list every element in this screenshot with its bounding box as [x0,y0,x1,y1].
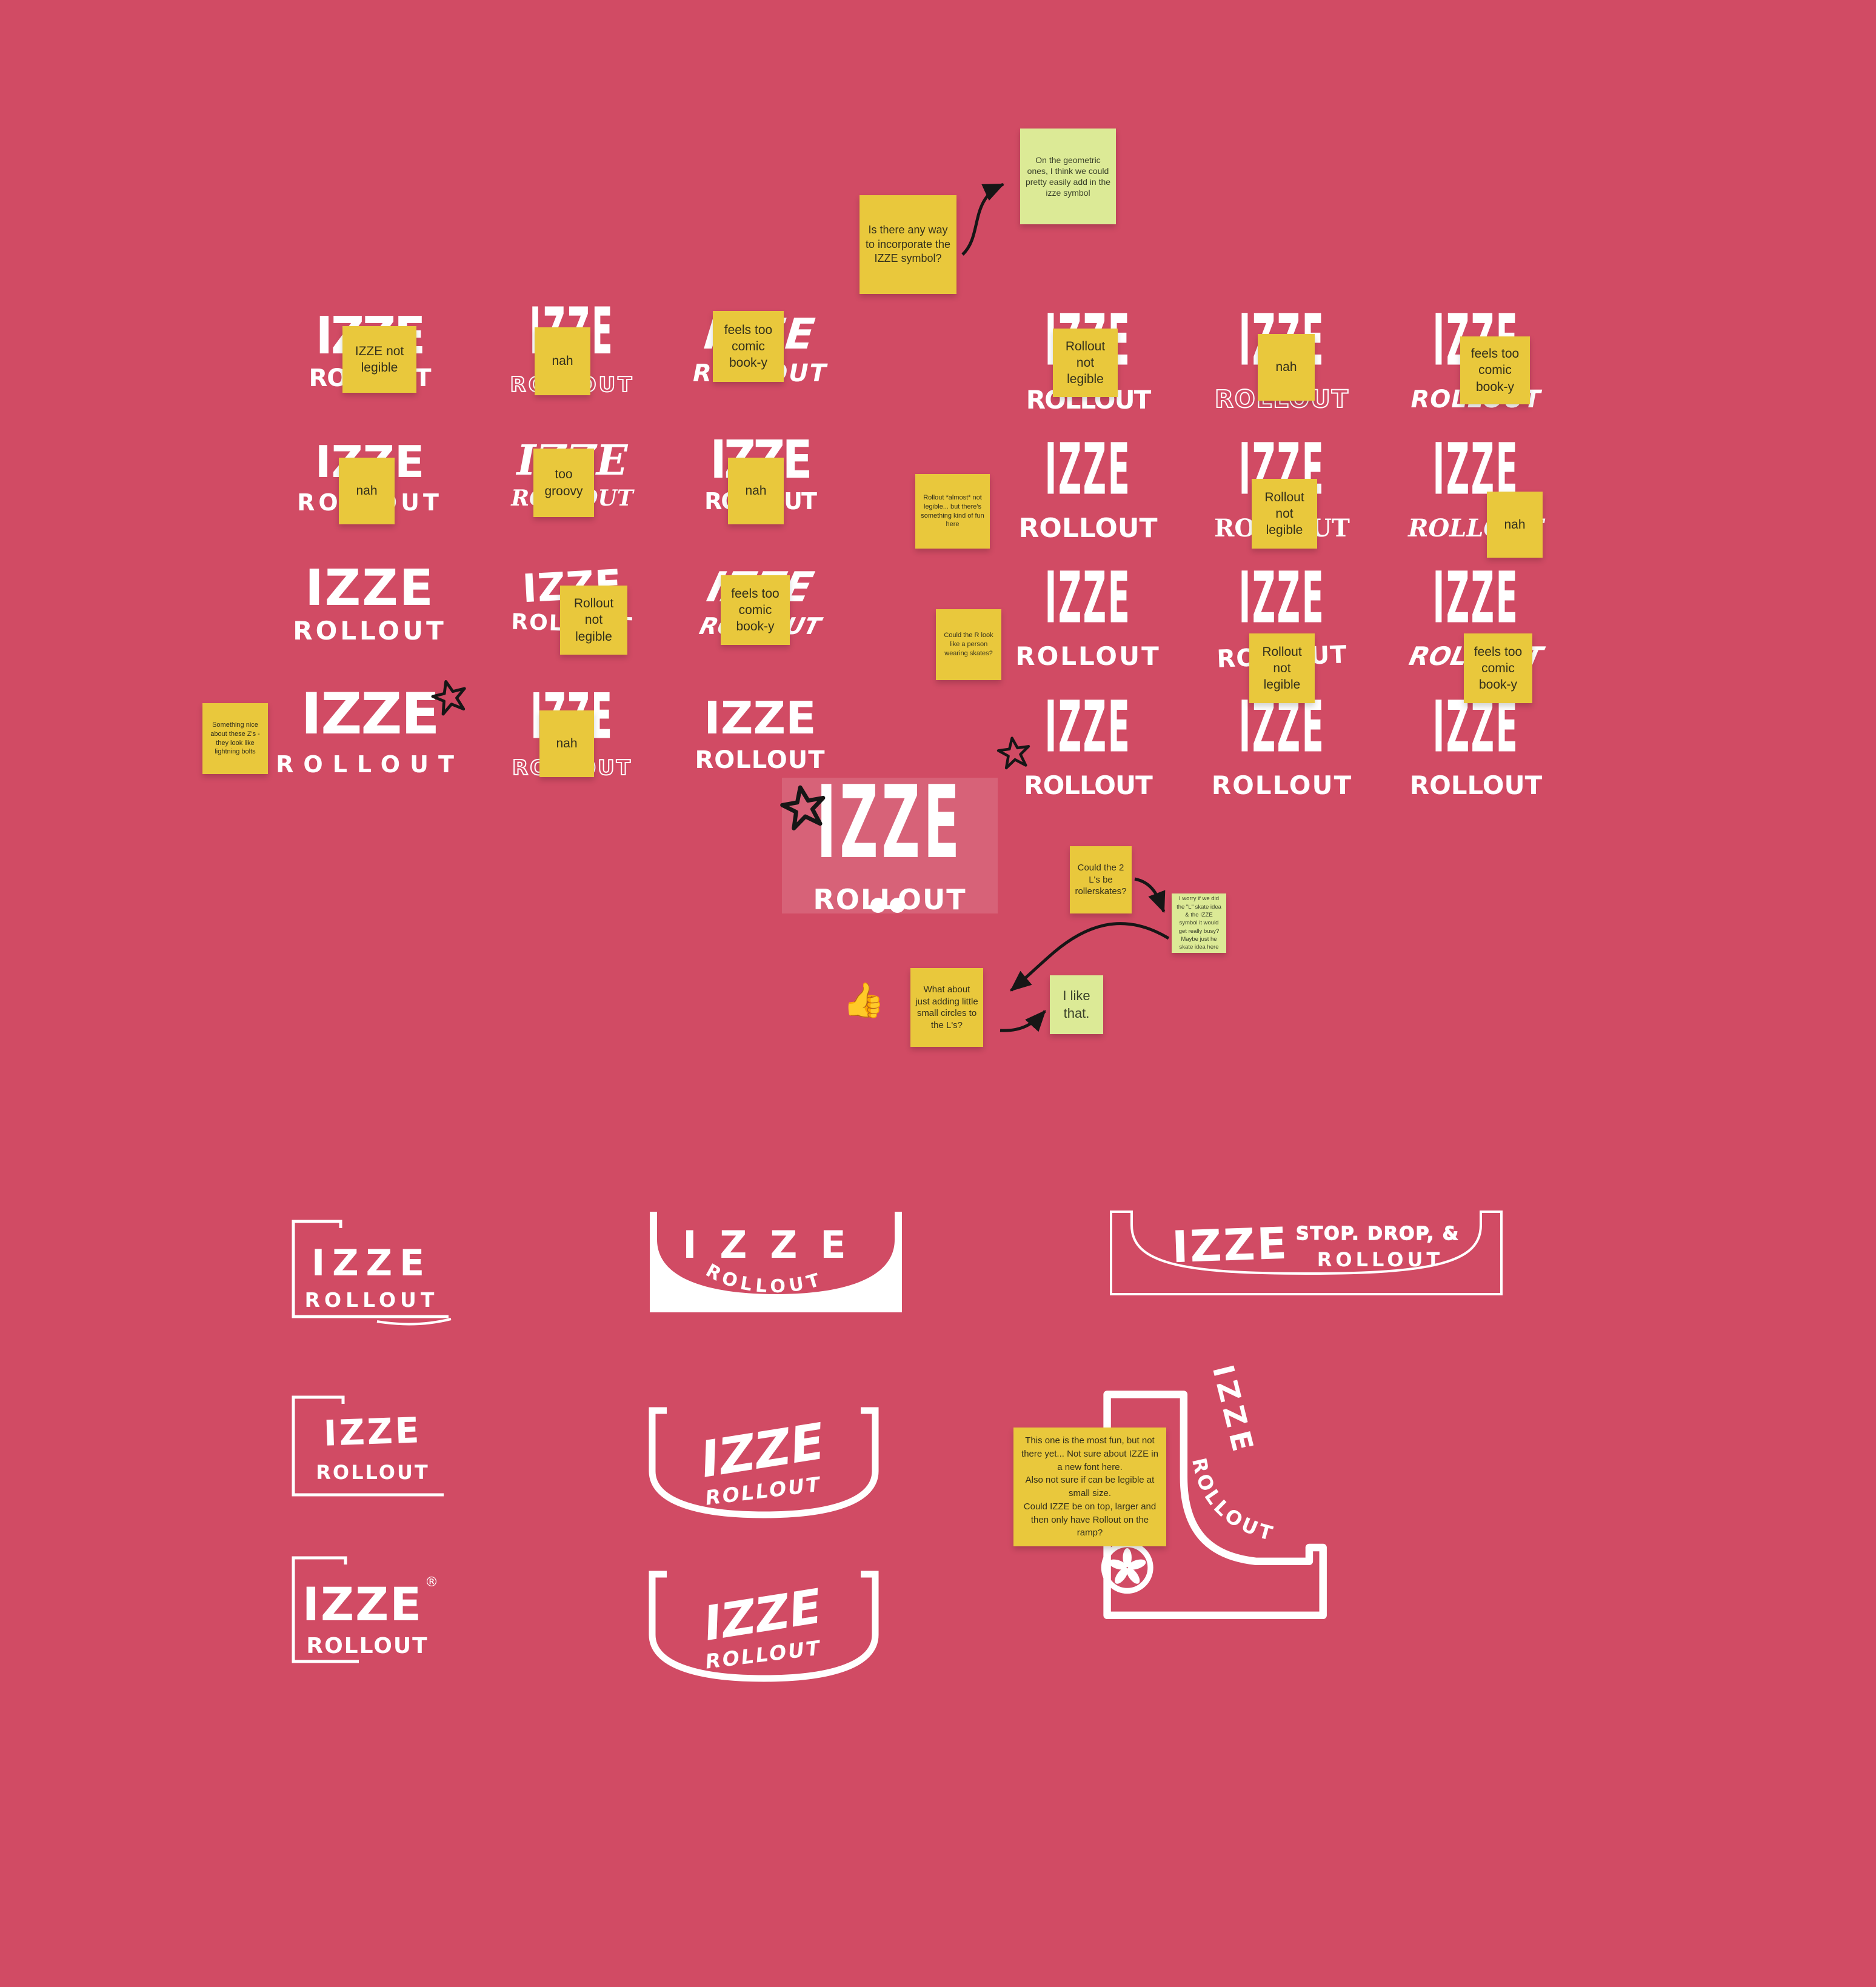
logo-lockup-ramp-italic[interactable]: IZZE ROLLOUT [643,1403,885,1524]
sticky-note[interactable]: What about just adding little small circ… [910,968,983,1047]
logo-lockup-halfpipe-deco[interactable]: IZZE ROLLOUT [643,1203,909,1324]
izze-flower-icon [1109,1548,1146,1584]
logo-concept-tall-rounded[interactable]: IZZE ROLLOUT [997,557,1179,671]
logo-izze-text: IZZE [1238,686,1326,769]
sticky-note[interactable]: Rollout not legible [560,586,627,655]
logo-concept-tall-slab[interactable]: IZZE ROLLOUT [997,435,1179,542]
star-doodle-icon[interactable] [996,735,1031,771]
logo-izze-text: IZZE [302,1577,422,1631]
logo-izze-text: IZZE [1432,557,1520,640]
logo-lockup-skate-boot[interactable]: IZZE ROLLOUT [1100,1352,1343,1620]
logo-concept-tall-wavy[interactable]: IZZE ROLLOUT [1191,557,1373,673]
logo-concept-heavy[interactable]: IZZE ROLLOUT [279,564,461,644]
logo-rollout-text: ROLLOUT [293,616,447,646]
logo-izze-text: IZZE [704,692,816,744]
sticky-note[interactable]: I like that. [1050,975,1103,1034]
logo-izze-text: IZZE [1432,686,1520,769]
sticky-note[interactable]: IZZE not legible [342,326,416,393]
logo-rollout-text: ROLLOUT [1024,770,1153,800]
logo-izze-text: IZZE [305,559,435,617]
logo-izze-text: IZZE [683,1223,869,1267]
logo-concept-tall-bubble-2[interactable]: IZZE ROLLOUT [997,686,1179,800]
sticky-note[interactable]: too groovy [533,449,594,517]
registered-mark: ® [425,1575,438,1590]
logo-izze-text: IZZE [1206,1362,1260,1460]
logo-izze-text: IZZE [1044,686,1132,769]
sticky-note[interactable]: Rollout not legible [1053,329,1118,397]
logo-izze-text: IZZE [816,764,963,881]
arrow-rollerskates-to-worry[interactable] [1134,877,1166,913]
logo-izze-text: IZZE [301,681,440,747]
logo-lockup-stop-drop-rollout[interactable]: IZZE STOP. DROP, & ROLLOUT [1106,1203,1506,1303]
wheel-dot [890,898,905,913]
logo-rollout-text: ROLLOUT [276,751,464,778]
logo-concept-tall-speed[interactable]: IZZE ROLLOUT [1385,557,1567,671]
sticky-note-top-question[interactable]: Is there any way to incorporate the IZZE… [860,195,956,294]
star-doodle-icon[interactable] [780,783,827,832]
logo-tagline-text: STOP. DROP, & [1296,1223,1460,1244]
sticky-note[interactable]: feels too comic book-y [713,311,784,382]
logo-concept-favorite[interactable]: IZZE ROLLOUT [782,773,998,916]
logo-rollout-text: ROLLOUT [1211,770,1353,800]
logo-lockup-deco-frame[interactable]: IZZE ROLLOUT [285,1212,458,1334]
sticky-note[interactable]: nah [535,327,590,395]
logo-rollout-text: ROLLOUT [1015,641,1161,671]
sticky-note[interactable]: Rollout *almost* not legible... but ther… [915,474,990,549]
logo-rollout-text: ROLLOUT [316,1461,430,1484]
sticky-note[interactable]: Could the 2 L's be rollerskates? [1070,846,1132,913]
logo-izze-text: IZZE [323,1409,422,1454]
logo-izze-text: IZZE [1044,429,1132,512]
logo-concept-tall-bubbly-t[interactable]: IZZE ROLLOUT [1385,686,1567,800]
wheel-dot [870,898,886,913]
logo-lockup-quirky-frame[interactable]: IZZE ROLLOUT [285,1388,458,1503]
logo-rollout-text: ROLLOUT [305,1288,439,1312]
sticky-note[interactable]: nah [539,710,594,777]
sticky-note[interactable]: nah [339,458,395,524]
sticky-note[interactable]: Rollout not legible [1249,633,1315,703]
logo-rollout-text: ROLLOUT [1409,770,1543,800]
logo-rollout-text: ROLLOUT [813,883,967,916]
arrow-question-to-answer[interactable] [961,182,1005,256]
logo-lockup-ramp-italic-2[interactable]: IZZE ROLLOUT [643,1567,885,1688]
logo-rollout-text: ROLLOUT [1018,513,1158,544]
sticky-note[interactable]: feels too comic book-y [721,575,790,645]
logo-izze-text: IZZE [312,1242,432,1284]
logo-izze-text: IZZE [1171,1218,1289,1273]
arrow-whatabout-to-ilikethat[interactable] [1000,1010,1046,1032]
logo-concept-bubbly[interactable]: IZZE ROLLOUT [669,696,851,772]
sticky-note[interactable]: Rollout not legible [1252,479,1317,549]
logo-rollout-text: ROLLOUT [695,746,826,774]
sticky-note[interactable]: I worry if we did the "L" skate idea & t… [1172,893,1226,953]
sticky-note[interactable]: feels too comic book-y [1464,633,1532,703]
sticky-note[interactable]: Something nice about these Z's - they lo… [202,703,268,774]
sticky-note[interactable]: Could the R look like a person wearing s… [936,609,1001,680]
logo-lockup-izze-registered[interactable]: IZZE ® ROLLOUT [285,1549,458,1670]
sticky-note[interactable]: feels too comic book-y [1460,336,1530,404]
star-doodle-icon[interactable] [431,678,468,716]
logo-concept-lightning[interactable]: IZZE ROLLOUT [261,686,479,776]
logo-rollout-text: ROLLOUT [306,1634,428,1658]
logo-izze-text: IZZE [1238,557,1326,640]
sticky-note-most-fun[interactable]: This one is the most fun, but not there … [1013,1428,1166,1546]
sticky-note[interactable]: nah [1487,492,1543,558]
thumbs-up-reaction[interactable]: 👍 [843,981,885,1019]
logo-izze-text: IZZE [1044,557,1132,640]
logo-rollout-text: ROLLOUT [1317,1248,1444,1271]
sticky-note[interactable]: nah [1258,334,1315,401]
logo-concept-tall-rounded-2[interactable]: IZZE ROLLOUT [1191,686,1373,800]
sticky-note-top-answer[interactable]: On the geometric ones, I think we could … [1020,129,1116,224]
sticky-note[interactable]: nah [728,458,784,524]
